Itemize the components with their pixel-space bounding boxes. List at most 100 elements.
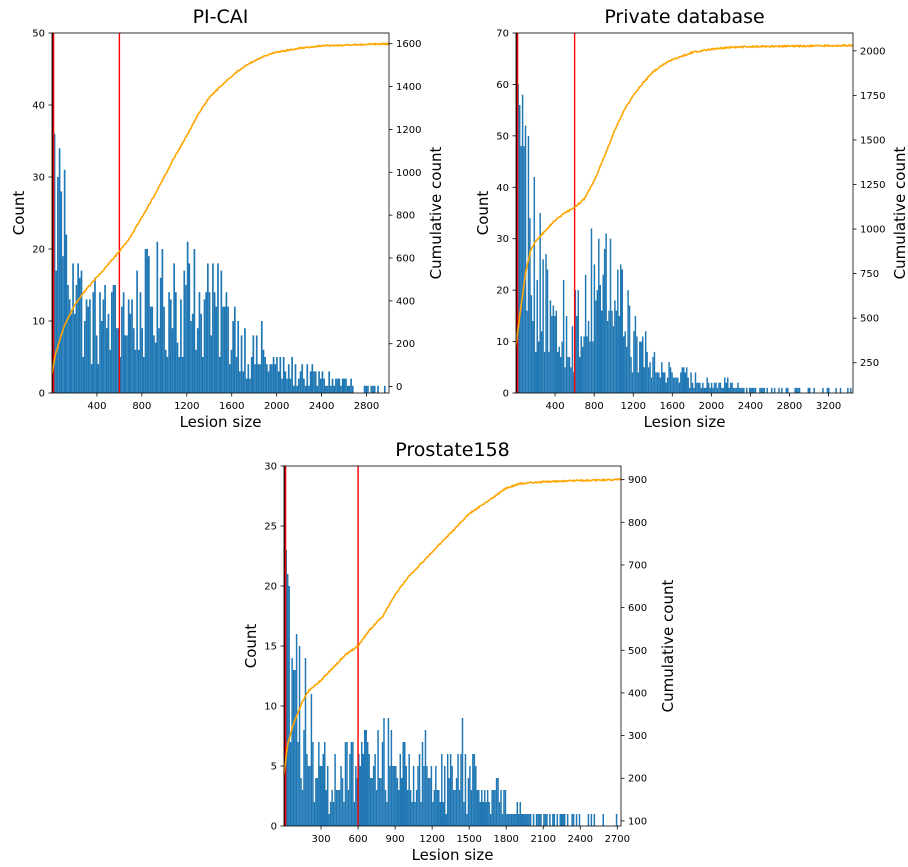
histogram-bar bbox=[141, 328, 143, 393]
histogram-bar bbox=[315, 778, 317, 826]
histogram-bar bbox=[666, 377, 669, 393]
histogram-bar bbox=[538, 814, 541, 826]
histogram-bar bbox=[621, 269, 623, 393]
histogram-bar bbox=[545, 254, 547, 393]
histogram-bar bbox=[449, 754, 452, 826]
histogram-bar bbox=[436, 790, 439, 826]
histogram-bar bbox=[271, 364, 273, 393]
histogram-bar bbox=[423, 766, 425, 826]
histogram-bar bbox=[193, 249, 196, 393]
histogram-bar bbox=[232, 321, 234, 393]
histogram-bar bbox=[244, 328, 246, 393]
histogram-bar bbox=[294, 670, 296, 826]
x-axis-label: Lesion size bbox=[412, 846, 494, 864]
histogram-bar bbox=[87, 306, 90, 393]
histogram-bar bbox=[526, 310, 528, 393]
histogram-bar bbox=[640, 341, 643, 393]
histogram-bar bbox=[540, 331, 543, 393]
histogram-bar bbox=[687, 377, 689, 393]
histogram-bar bbox=[740, 387, 742, 393]
histogram-bar bbox=[257, 364, 260, 393]
histogram-bar bbox=[472, 754, 474, 826]
histogram-bar bbox=[383, 385, 386, 393]
histogram-bar bbox=[778, 387, 780, 393]
histogram-bar bbox=[235, 357, 238, 393]
histogram-bar bbox=[319, 378, 322, 393]
histogram-bar bbox=[328, 814, 330, 826]
histogram-bar bbox=[748, 387, 751, 393]
histogram-bar bbox=[813, 387, 815, 393]
histogram-bar bbox=[146, 249, 149, 393]
histogram-bar bbox=[688, 387, 691, 393]
histogram-bar bbox=[432, 802, 434, 826]
histogram-bar bbox=[445, 814, 447, 826]
histogram-bar bbox=[392, 766, 394, 826]
histogram-bar bbox=[330, 385, 332, 393]
histogram-bar bbox=[518, 814, 520, 826]
histogram-bar bbox=[702, 382, 704, 393]
x-tick-label: 2400 bbox=[738, 401, 763, 412]
histogram-bar bbox=[380, 778, 382, 826]
histogram-bar bbox=[300, 778, 302, 826]
histogram-bar bbox=[503, 790, 505, 826]
y2-tick-label: 700 bbox=[628, 560, 647, 571]
histogram-bar bbox=[153, 335, 155, 393]
histogram-bar bbox=[338, 378, 341, 393]
histogram-bar bbox=[684, 372, 686, 393]
histogram-bar bbox=[738, 387, 741, 393]
histogram-bar bbox=[458, 790, 461, 826]
histogram-bar bbox=[363, 385, 366, 393]
histogram-bar bbox=[383, 718, 385, 826]
histogram-bar bbox=[555, 310, 558, 393]
histogram-bar bbox=[409, 790, 412, 826]
histogram-bar bbox=[346, 742, 348, 826]
histogram-bar bbox=[294, 364, 297, 393]
histogram-bar bbox=[798, 387, 801, 393]
histogram-bar bbox=[304, 385, 307, 393]
histogram-bar bbox=[212, 263, 214, 393]
histogram-bar bbox=[84, 321, 86, 393]
histogram-bar bbox=[763, 387, 766, 393]
histogram-bar bbox=[102, 299, 105, 393]
histogram-bar bbox=[528, 814, 530, 826]
histogram-bar bbox=[220, 270, 223, 393]
y-tick-label: 50 bbox=[32, 29, 45, 40]
histogram-bar bbox=[144, 249, 147, 393]
y-tick-label: 30 bbox=[264, 462, 277, 473]
y2-tick-label: 2000 bbox=[860, 46, 885, 57]
histogram-bar bbox=[166, 357, 169, 393]
histogram-bar bbox=[542, 259, 544, 393]
histogram-bar bbox=[239, 371, 241, 393]
histogram-bar bbox=[282, 357, 285, 393]
histogram-bar bbox=[58, 148, 61, 393]
histogram-bar bbox=[659, 377, 662, 393]
histogram-bar bbox=[301, 364, 304, 393]
histogram-bar bbox=[78, 277, 81, 393]
histogram-bar bbox=[705, 387, 707, 393]
histogram-bar bbox=[367, 385, 369, 393]
y2-tick-label: 1750 bbox=[860, 91, 885, 102]
histogram-bar bbox=[611, 310, 613, 393]
histogram-bar bbox=[494, 790, 496, 826]
histogram-bar bbox=[365, 385, 368, 393]
y-tick-label: 30 bbox=[496, 234, 509, 245]
histogram-bar bbox=[795, 387, 798, 393]
histogram-bar bbox=[707, 382, 710, 393]
histogram-bar bbox=[168, 292, 170, 393]
x-tick-label: 400 bbox=[87, 401, 106, 412]
histogram-bar bbox=[773, 387, 776, 393]
histogram-bar bbox=[587, 814, 590, 826]
histogram-bar bbox=[596, 290, 599, 393]
histogram-bar bbox=[348, 385, 351, 393]
histogram-bar bbox=[617, 269, 619, 393]
histogram-bar bbox=[504, 790, 507, 826]
histogram-bar bbox=[65, 234, 68, 393]
histogram-bar bbox=[427, 778, 430, 826]
histogram-bar bbox=[401, 778, 403, 826]
histogram-bar bbox=[100, 321, 103, 393]
histogram-bar bbox=[309, 371, 312, 393]
histogram-bar bbox=[370, 385, 373, 393]
histogram-bar bbox=[121, 306, 123, 393]
histogram-bar bbox=[809, 387, 811, 393]
x-tick-label: 2000 bbox=[264, 401, 289, 412]
